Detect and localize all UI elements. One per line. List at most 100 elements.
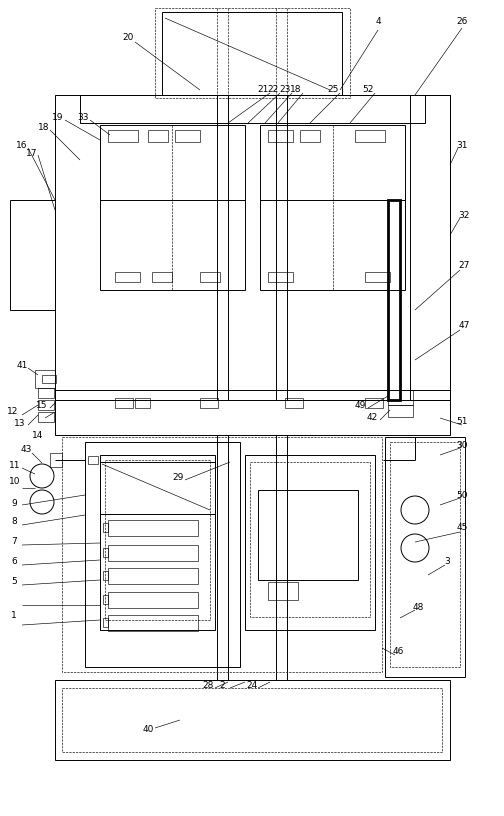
Text: 3: 3 (444, 557, 450, 566)
Bar (385, 437, 465, 677)
Text: 18: 18 (290, 86, 302, 95)
Bar (55, 95, 450, 400)
Text: 2: 2 (219, 681, 225, 690)
Text: 14: 14 (32, 431, 44, 440)
Bar (100, 462, 215, 514)
Text: 27: 27 (458, 260, 470, 269)
Text: 17: 17 (26, 149, 38, 157)
Text: 21: 21 (258, 86, 269, 95)
Bar (390, 442, 460, 667)
Text: 11: 11 (9, 460, 21, 469)
Bar (50, 453, 62, 467)
Bar (103, 571, 108, 580)
Bar (388, 200, 400, 400)
Bar (200, 272, 220, 282)
Bar (55, 680, 450, 760)
Text: 32: 32 (458, 211, 470, 220)
Bar (38, 388, 54, 398)
Text: 51: 51 (456, 418, 468, 427)
Text: 20: 20 (122, 33, 134, 42)
Bar (285, 398, 303, 408)
Bar (38, 400, 54, 410)
Bar (108, 520, 198, 536)
Bar (55, 390, 450, 435)
Text: 10: 10 (9, 477, 21, 486)
Bar (100, 125, 245, 290)
Bar (250, 462, 370, 617)
Text: 16: 16 (16, 140, 28, 149)
Bar (300, 130, 320, 142)
Text: 23: 23 (279, 86, 291, 95)
Text: 33: 33 (77, 113, 89, 122)
Text: 52: 52 (362, 86, 373, 95)
Text: 41: 41 (16, 361, 28, 370)
Bar (108, 568, 198, 584)
Bar (103, 548, 108, 557)
Text: 15: 15 (36, 401, 48, 410)
Bar (85, 442, 240, 667)
Text: 28: 28 (202, 681, 214, 690)
Bar (88, 456, 98, 464)
Bar (258, 490, 358, 580)
Text: 19: 19 (52, 113, 64, 122)
Bar (80, 95, 425, 123)
Text: 9: 9 (11, 499, 17, 508)
Bar (42, 375, 56, 383)
Bar (108, 592, 198, 608)
Bar (35, 370, 55, 388)
Bar (365, 398, 383, 408)
Text: 6: 6 (11, 557, 17, 566)
Bar (148, 130, 168, 142)
Text: 13: 13 (14, 419, 26, 428)
Text: 25: 25 (327, 86, 339, 95)
Text: 31: 31 (456, 140, 468, 149)
Bar (268, 130, 293, 142)
Bar (355, 130, 385, 142)
Text: 47: 47 (458, 321, 470, 330)
Text: 18: 18 (38, 123, 50, 132)
Text: 12: 12 (8, 407, 19, 416)
Bar (115, 272, 140, 282)
Text: 49: 49 (354, 401, 366, 410)
Text: 43: 43 (20, 446, 32, 455)
Bar (410, 95, 450, 400)
Bar (108, 130, 138, 142)
Text: 1: 1 (11, 610, 17, 619)
Text: 46: 46 (392, 648, 404, 657)
Text: 26: 26 (456, 17, 468, 26)
Bar (388, 405, 413, 417)
Bar (103, 618, 108, 627)
Text: 8: 8 (11, 517, 17, 526)
Bar (103, 523, 108, 532)
Bar (260, 125, 405, 290)
Text: 45: 45 (456, 524, 468, 533)
Bar (108, 615, 198, 631)
Text: 5: 5 (11, 578, 17, 587)
Bar (100, 455, 215, 630)
Text: 29: 29 (172, 472, 183, 481)
Bar (162, 12, 342, 95)
Bar (105, 460, 210, 620)
Bar (10, 200, 55, 310)
Bar (268, 582, 298, 600)
Bar (135, 398, 150, 408)
Bar (200, 398, 218, 408)
Text: 48: 48 (412, 602, 424, 611)
Text: 7: 7 (11, 538, 17, 547)
Bar (62, 688, 442, 752)
Text: 4: 4 (375, 17, 381, 26)
Bar (38, 412, 54, 422)
Text: 42: 42 (366, 414, 377, 423)
Bar (115, 398, 133, 408)
Bar (152, 272, 172, 282)
Text: 30: 30 (456, 441, 468, 450)
Bar (365, 272, 390, 282)
Bar (103, 595, 108, 604)
Text: 50: 50 (456, 490, 468, 499)
Bar (108, 545, 198, 561)
Bar (155, 8, 350, 98)
Bar (388, 390, 413, 405)
Text: 40: 40 (142, 725, 154, 734)
Text: 24: 24 (246, 681, 258, 690)
Text: 22: 22 (268, 86, 279, 95)
